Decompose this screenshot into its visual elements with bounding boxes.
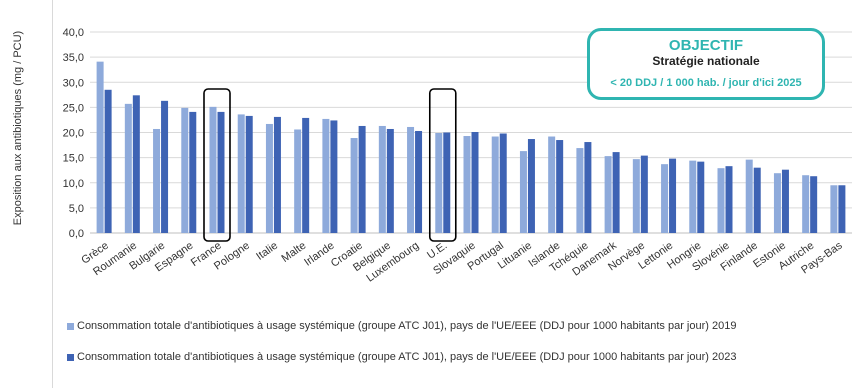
bar-2019 — [153, 128, 161, 233]
bar-2023 — [443, 132, 451, 233]
bar-2019 — [378, 125, 386, 233]
bar-2023 — [358, 125, 366, 233]
bar-2023 — [499, 133, 507, 233]
bar-2023 — [330, 120, 338, 233]
y-tick-label: 0,0 — [69, 228, 84, 240]
bar-2019 — [407, 126, 415, 233]
bar-2019 — [548, 136, 556, 233]
legend-label-2019: Consommation totale d'antibiotiques à us… — [77, 320, 737, 332]
legend-item-2019: Consommation totale d'antibiotiques à us… — [67, 320, 736, 332]
bar-2023 — [189, 111, 197, 233]
legend-swatch-2019 — [67, 322, 74, 330]
bar-2023 — [132, 95, 140, 233]
bar-2019 — [350, 138, 358, 233]
bar-2023 — [640, 155, 648, 233]
callout-subtitle: Stratégie nationale — [652, 54, 760, 68]
legend-swatch-2023 — [67, 353, 74, 361]
objective-callout: OBJECTIF Stratégie nationale < 20 DDJ / … — [587, 28, 825, 100]
bar-2019 — [773, 173, 781, 233]
callout-title: OBJECTIF — [668, 37, 744, 54]
bar-2023 — [273, 116, 281, 233]
bar-2023 — [245, 115, 253, 233]
bar-2023 — [810, 176, 818, 233]
bar-2019 — [124, 103, 132, 233]
bar-2019 — [209, 106, 217, 233]
bar-2023 — [838, 185, 846, 233]
bar-2023 — [527, 139, 535, 233]
bar-2019 — [181, 107, 189, 233]
x-tick-label: Italie — [254, 240, 280, 263]
bar-2019 — [802, 175, 810, 233]
bar-2019 — [576, 148, 584, 233]
bar-2023 — [753, 167, 761, 233]
bar-2019 — [491, 136, 499, 233]
bar-2019 — [689, 160, 697, 233]
y-tick-label: 35,0 — [63, 52, 84, 64]
bar-2023 — [725, 166, 733, 233]
bar-2019 — [745, 159, 753, 233]
bar-2023 — [781, 169, 789, 233]
highlight-box — [428, 88, 457, 242]
bar-2023 — [556, 140, 564, 233]
bar-2019 — [237, 114, 245, 233]
y-tick-labels: 0,0 5,0 10,0 15,0 20,0 25,0 30,0 35,0 40,0 — [63, 27, 84, 240]
bar-2019 — [661, 164, 669, 233]
bar-2019 — [830, 185, 838, 233]
bar-2023 — [302, 117, 310, 233]
bar-2023 — [612, 152, 620, 233]
bar-2023 — [697, 161, 705, 233]
y-tick-label: 40,0 — [63, 27, 84, 39]
bar-2019 — [463, 136, 471, 233]
bar-2023 — [584, 142, 592, 233]
bar-2023 — [104, 89, 112, 233]
bar-2023 — [217, 111, 225, 233]
y-tick-label: 30,0 — [63, 77, 84, 89]
legend-item-2023: Consommation totale d'antibiotiques à us… — [67, 351, 736, 363]
bar-2023 — [471, 131, 479, 233]
y-axis-label: Exposition aux antibiotiques (mg / PCU) — [12, 31, 24, 225]
bar-2019 — [632, 159, 640, 233]
highlight-boxes — [203, 88, 457, 242]
bar-2023 — [386, 128, 394, 233]
highlight-box — [203, 88, 231, 242]
bars — [96, 61, 846, 234]
y-tick-label: 15,0 — [63, 153, 84, 165]
legend-label-2023: Consommation totale d'antibiotiques à us… — [77, 351, 737, 363]
bar-2019 — [717, 168, 725, 233]
bar-2023 — [669, 158, 677, 233]
callout-target: < 20 DDJ / 1 000 hab. / jour d'ici 2025 — [610, 77, 802, 89]
bar-2019 — [294, 129, 302, 233]
bar-2019 — [519, 151, 527, 233]
chart-frame — [52, 0, 854, 388]
bar-2019 — [96, 61, 104, 234]
y-tick-label: 10,0 — [63, 178, 84, 190]
bar-2019 — [604, 156, 612, 233]
y-tick-label: 25,0 — [63, 102, 84, 114]
bar-2019 — [265, 123, 273, 233]
bar-2023 — [415, 130, 423, 233]
bar-2019 — [322, 118, 330, 233]
bar-2019 — [435, 133, 443, 233]
y-tick-label: 20,0 — [63, 128, 84, 140]
x-tick-labels: GrèceRoumanieBulgarieEspagneFrancePologn… — [79, 239, 845, 284]
bar-2023 — [161, 100, 169, 233]
y-tick-label: 5,0 — [69, 203, 84, 215]
